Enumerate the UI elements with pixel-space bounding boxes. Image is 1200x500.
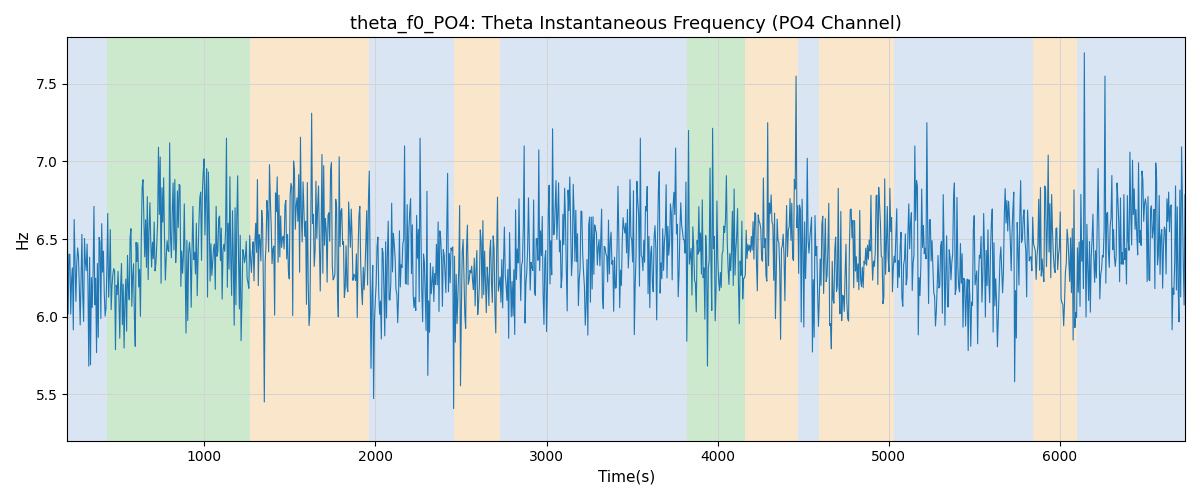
Bar — [1078, 38, 1186, 440]
Bar — [67, 38, 107, 440]
Bar — [368, 38, 454, 440]
Bar — [251, 38, 368, 440]
Bar — [686, 38, 745, 440]
Title: theta_f0_PO4: Theta Instantaneous Frequency (PO4 Channel): theta_f0_PO4: Theta Instantaneous Freque… — [350, 15, 902, 34]
Bar — [745, 38, 798, 440]
Bar — [454, 38, 500, 440]
Bar — [661, 38, 686, 440]
Bar — [818, 38, 894, 440]
Bar — [500, 38, 661, 440]
Bar — [798, 38, 818, 440]
Bar — [107, 38, 251, 440]
Bar — [894, 38, 1033, 440]
X-axis label: Time(s): Time(s) — [598, 470, 655, 485]
Y-axis label: Hz: Hz — [16, 230, 30, 249]
Bar — [1033, 38, 1078, 440]
